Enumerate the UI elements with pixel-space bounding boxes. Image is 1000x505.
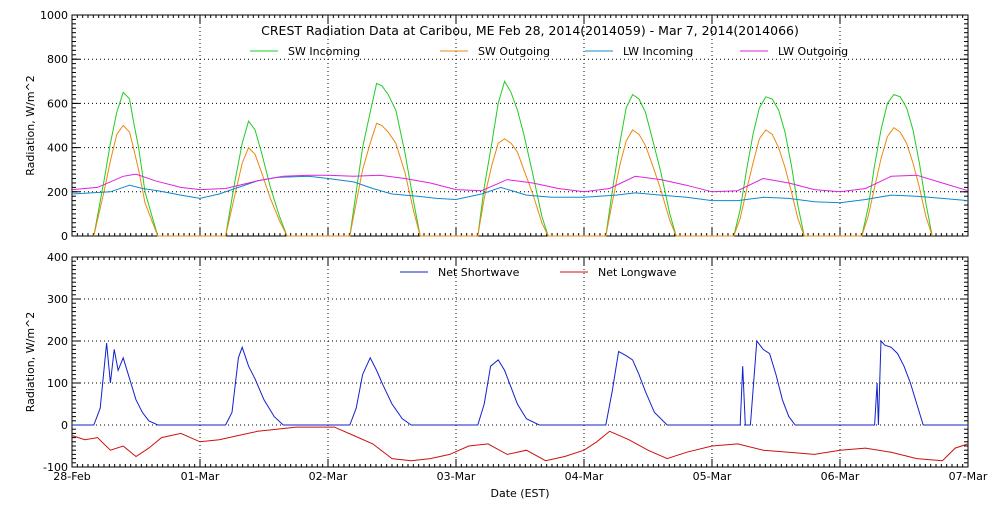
legend-label: SW Outgoing [478, 45, 550, 58]
x-tick-label: 01-Mar [181, 470, 220, 483]
chart-panel-1: 0 200 400 600 800 1000 Radiation, W/m^2 SW Inco… [24, 9, 969, 243]
series-line-net-shortwave [72, 339, 968, 426]
x-axis-label: Date (EST) [490, 487, 549, 500]
y-tick-label: -100 [43, 461, 68, 474]
series-line-net-longwave [71, 426, 969, 462]
y-axis-label: Radiation, W/m^2 [24, 312, 37, 413]
y-tick-label: 600 [47, 97, 68, 110]
series-line-sw-outgoing [93, 122, 933, 237]
x-tick-label: 05-Mar [693, 470, 732, 483]
y-tick-label: 100 [47, 377, 68, 390]
y-tick-label: 800 [47, 53, 68, 66]
x-tick-label: 07-Mar [949, 470, 988, 483]
x-tick-label: 04-Mar [565, 470, 604, 483]
y-tick-label: 1000 [40, 9, 68, 22]
series-line-lw-incoming [71, 175, 969, 204]
y-tick-label: 200 [47, 186, 68, 199]
x-tick-label: 03-Mar [437, 470, 476, 483]
y-tick-label: 300 [47, 293, 68, 306]
legend-label: LW Incoming [623, 45, 693, 58]
series-line-sw-incoming [93, 80, 933, 237]
chart-panel-2: -100 0 100 200 300 400 Radiation, W/m^2 Net Sho… [24, 251, 988, 483]
legend-label: Net Longwave [598, 266, 677, 279]
plot-frame [71, 256, 969, 468]
chart-title: CREST Radiation Data at Caribou, ME Feb … [261, 23, 799, 38]
y-tick-label: 400 [47, 142, 68, 155]
y-tick-label: 0 [61, 230, 68, 243]
y-tick-label: 200 [47, 335, 68, 348]
legend-label: SW Incoming [288, 45, 360, 58]
y-tick-label: 400 [47, 251, 68, 264]
legend-label: LW Outgoing [778, 45, 848, 58]
legend-label: Net Shortwave [438, 266, 520, 279]
x-tick-label: 28-Feb [53, 470, 90, 483]
x-tick-label: 02-Mar [309, 470, 348, 483]
x-tick-label: 06-Mar [821, 470, 860, 483]
y-axis-label: Radiation, W/m^2 [24, 75, 37, 176]
series-line-lw-outgoing [71, 173, 969, 193]
y-tick-label: 0 [61, 419, 68, 432]
